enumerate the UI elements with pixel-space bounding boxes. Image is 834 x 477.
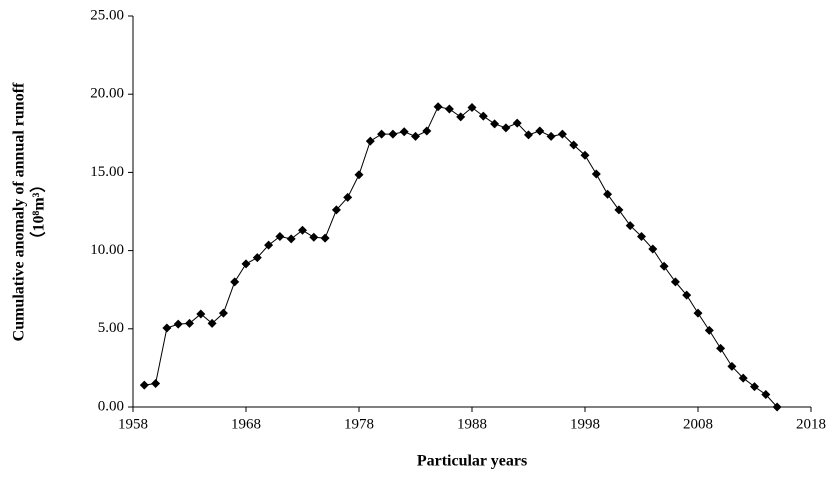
data-point xyxy=(648,244,658,254)
data-point xyxy=(377,129,387,139)
data-point xyxy=(411,131,420,141)
data-point xyxy=(309,232,319,242)
data-point xyxy=(738,373,748,383)
x-tick-label: 2008 xyxy=(683,416,713,432)
data-point xyxy=(569,140,579,150)
data-point xyxy=(659,261,669,271)
data-point xyxy=(365,136,375,146)
y-tick-label: 20.00 xyxy=(90,86,124,102)
data-point xyxy=(704,325,714,335)
y-axis-unit: （10⁸m³） xyxy=(30,177,48,248)
data-point xyxy=(603,189,613,199)
y-tick-label: 15.00 xyxy=(90,164,124,180)
data-point xyxy=(433,102,443,112)
data-point xyxy=(535,126,545,136)
data-point xyxy=(286,234,296,244)
data-point xyxy=(241,259,251,269)
series-line xyxy=(144,106,778,408)
data-point xyxy=(478,111,488,121)
y-tick-label: 5.00 xyxy=(98,320,124,336)
data-point xyxy=(727,361,737,371)
data-point xyxy=(422,126,432,136)
data-point xyxy=(185,318,194,328)
data-point xyxy=(275,232,285,242)
data-point xyxy=(467,102,477,112)
y-tick-label: 0.00 xyxy=(98,398,124,414)
data-point xyxy=(693,308,703,318)
data-point xyxy=(682,290,692,300)
x-tick-label: 1968 xyxy=(231,416,261,432)
y-axis-label: Cumulative anomaly of annual runoff xyxy=(11,82,28,341)
data-point xyxy=(207,318,217,328)
data-point xyxy=(264,240,274,250)
x-tick-label: 1958 xyxy=(118,416,148,432)
data-point xyxy=(501,123,511,133)
data-point xyxy=(162,323,172,333)
x-tick-label: 1978 xyxy=(344,416,374,432)
data-point xyxy=(331,205,341,215)
data-point xyxy=(557,129,567,139)
data-point xyxy=(444,104,454,114)
data-point xyxy=(546,131,556,141)
data-point xyxy=(591,169,601,179)
data-point xyxy=(139,380,149,390)
data-point xyxy=(218,308,228,318)
data-point xyxy=(320,233,330,243)
data-point xyxy=(524,130,533,140)
data-point xyxy=(230,277,240,287)
data-point xyxy=(354,170,364,180)
data-point xyxy=(614,205,624,215)
data-point xyxy=(750,382,759,392)
data-point xyxy=(772,402,782,412)
data-point xyxy=(388,129,398,139)
data-point xyxy=(252,253,262,263)
data-point xyxy=(196,309,206,319)
y-tick-label: 10.00 xyxy=(90,242,124,258)
x-tick-label: 1988 xyxy=(457,416,487,432)
data-point xyxy=(580,150,590,160)
x-tick-label: 1998 xyxy=(570,416,600,432)
x-axis-label: Particular years xyxy=(417,453,527,470)
data-point xyxy=(298,225,307,235)
data-point xyxy=(173,319,183,329)
data-point xyxy=(399,127,409,137)
data-point xyxy=(670,277,680,287)
data-point xyxy=(761,389,771,399)
y-tick-label: 25.00 xyxy=(90,7,124,23)
data-point xyxy=(490,119,500,129)
data-point xyxy=(456,112,466,122)
x-tick-label: 2018 xyxy=(796,416,826,432)
data-point xyxy=(716,343,726,353)
data-point xyxy=(637,232,646,242)
data-point xyxy=(512,118,522,128)
data-point xyxy=(625,221,635,231)
data-point xyxy=(151,379,161,389)
data-point xyxy=(343,192,353,202)
